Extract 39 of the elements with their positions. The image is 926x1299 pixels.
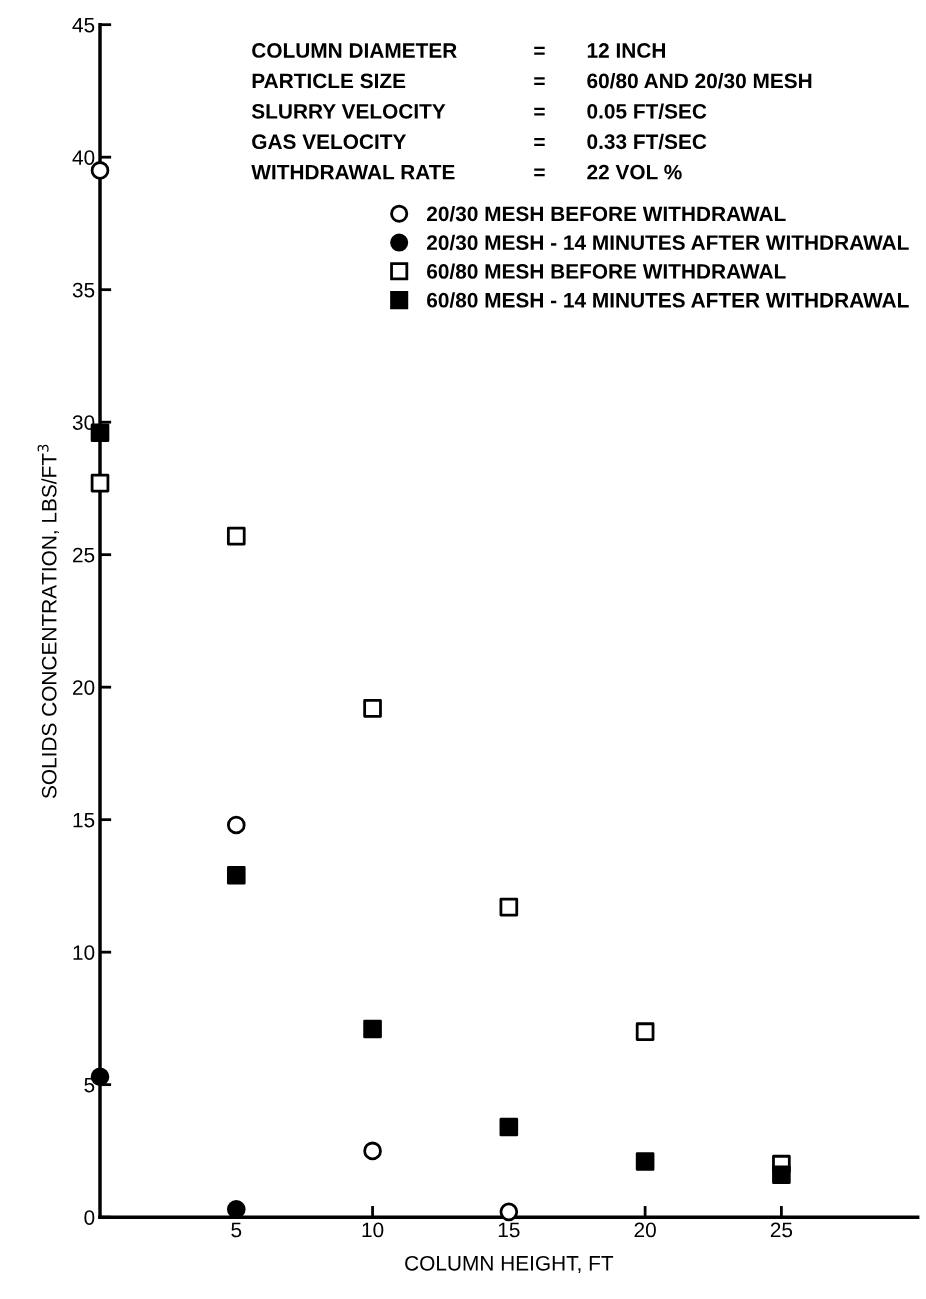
point xyxy=(226,866,246,885)
y-tick-label: 20 xyxy=(73,680,95,695)
point xyxy=(772,1165,791,1185)
x-tick-label: 20 xyxy=(634,1222,656,1238)
point xyxy=(635,1152,655,1171)
point xyxy=(499,1202,519,1222)
text: COLUMN DIAMETER = 12 INCH xyxy=(252,43,665,58)
x-tick-label: 5 xyxy=(231,1222,242,1238)
text: GAS VELOCITY = 0.33 FT/SEC xyxy=(252,133,707,150)
y-tick-label: 15 xyxy=(73,812,95,828)
y-tick-label: 10 xyxy=(73,945,95,960)
y-axis-title: SOLIDS CONCENTRATION, LBS/FT$^{3}$ xyxy=(37,444,60,799)
text: SLURRY VELOCITY = 0.05 FT/SEC xyxy=(251,103,707,119)
point xyxy=(90,473,110,493)
legend-label: 60/80 MESH BEFORE WITHDRAWAL xyxy=(427,263,786,280)
x-tick-label: 10 xyxy=(362,1222,384,1238)
x-axis-title: COLUMN HEIGHT, FT xyxy=(405,1255,614,1274)
point xyxy=(635,1022,655,1041)
legend-label: 20/30 MESH BEFORE WITHDRAWAL xyxy=(426,205,786,222)
x-tick-label: 25 xyxy=(770,1222,793,1238)
point xyxy=(363,1019,382,1039)
point xyxy=(499,1117,519,1137)
point xyxy=(226,526,246,546)
y-tick-label: 5 xyxy=(84,1077,95,1093)
y-tick-label: 0 xyxy=(84,1210,95,1225)
legend-label: 60/80 MESH - 14 MINUTES AFTER WITHDRAWAL xyxy=(427,292,909,308)
point xyxy=(363,699,382,718)
point xyxy=(499,897,519,917)
x-tick-label: 15 xyxy=(498,1222,520,1238)
point xyxy=(226,815,246,835)
text: PARTICLE SIZE = 60/80 AND 20/30 MESH xyxy=(252,72,812,89)
point xyxy=(363,1141,382,1161)
legend-label: 20/30 MESH - 14 MINUTES AFTER WITHDRAWAL xyxy=(426,234,909,251)
y-tick-label: 40 xyxy=(72,150,95,165)
point xyxy=(226,1199,246,1219)
y-tick-label: 35 xyxy=(72,282,95,298)
y-tick-label: 45 xyxy=(72,17,95,33)
y-tick-label: 25 xyxy=(73,547,95,563)
text: WITHDRAWAL RATE = 22 VOL % xyxy=(251,164,682,180)
